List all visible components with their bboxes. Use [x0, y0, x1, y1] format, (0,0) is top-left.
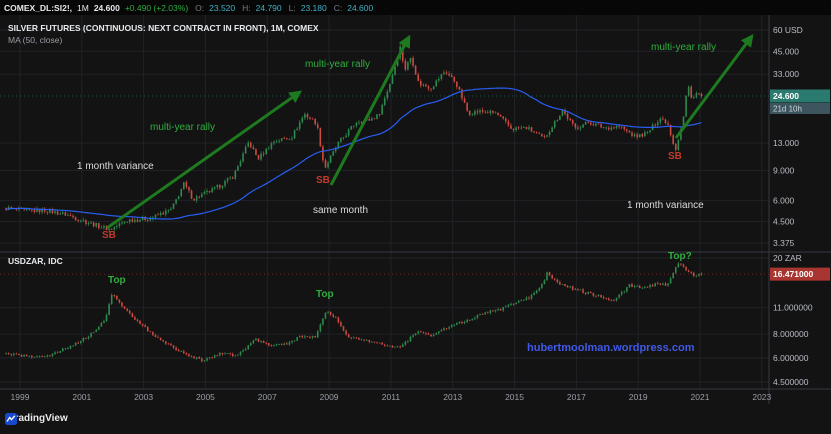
- usdzar-price-badge: 16.471000: [770, 267, 830, 281]
- svg-text:16.471000: 16.471000: [773, 269, 813, 279]
- price-change: +0.490 (+2.03%): [124, 2, 189, 13]
- symbol-name[interactable]: COMEX_DL:SI2!,: [4, 2, 73, 13]
- open-value: 23.520: [209, 2, 236, 13]
- annotation-sb-2[interactable]: SB: [316, 175, 330, 186]
- svg-text:2013: 2013: [443, 392, 462, 402]
- symbol-info-bar: COMEX_DL:SI2!, 1M 24.600 +0.490 (+2.03%)…: [0, 0, 831, 15]
- svg-text:4.500000: 4.500000: [773, 377, 809, 387]
- annotation-same-month[interactable]: same month: [313, 205, 369, 216]
- svg-text:6.000000: 6.000000: [773, 353, 809, 363]
- grid-lines: [0, 15, 769, 389]
- svg-text:2015: 2015: [505, 392, 524, 402]
- annotation-sb-1[interactable]: SB: [102, 230, 116, 241]
- annotation-top-1[interactable]: Top: [108, 275, 126, 286]
- svg-text:13.000: 13.000: [773, 138, 799, 148]
- silver-pane-legend: SILVER FUTURES (CONTINUOUS: NEXT CONTRAC…: [8, 22, 319, 46]
- trend-arrow-2[interactable]: [329, 34, 411, 186]
- silver-candles-series: [5, 44, 703, 233]
- pane1-title[interactable]: SILVER FUTURES (CONTINUOUS: NEXT CONTRAC…: [8, 23, 319, 33]
- open-label: O:: [195, 2, 205, 13]
- usdzar-pane-legend: USDZAR, IDC: [8, 255, 63, 267]
- annotation-variance-right[interactable]: 1 month variance: [627, 200, 704, 211]
- price-scale[interactable]: [769, 15, 831, 389]
- annotation-sb-3[interactable]: SB: [668, 151, 682, 162]
- annotation-top-3[interactable]: Top?: [668, 251, 692, 262]
- annotation-variance-left[interactable]: 1 month variance: [77, 161, 154, 172]
- usdzar-candles-series: [5, 261, 703, 363]
- svg-text:2007: 2007: [258, 392, 277, 402]
- ma-indicator-label[interactable]: MA (50, close): [8, 35, 63, 45]
- svg-text:21d 10h: 21d 10h: [773, 104, 802, 113]
- svg-text:2017: 2017: [567, 392, 586, 402]
- pane2-title[interactable]: USDZAR, IDC: [8, 256, 63, 266]
- svg-text:45.000: 45.000: [773, 46, 799, 56]
- low-label: L:: [288, 2, 296, 13]
- high-label: H:: [242, 2, 251, 13]
- annotation-rally-2[interactable]: multi-year rally: [305, 59, 371, 70]
- svg-text:2019: 2019: [629, 392, 648, 402]
- svg-text:2021: 2021: [691, 392, 710, 402]
- svg-text:11.000000: 11.000000: [773, 303, 813, 313]
- svg-text:2023: 2023: [752, 392, 771, 402]
- svg-text:1999: 1999: [11, 392, 30, 402]
- svg-text:4.500: 4.500: [773, 217, 795, 227]
- svg-text:2009: 2009: [320, 392, 339, 402]
- annotation-top-2[interactable]: Top: [316, 289, 334, 300]
- annotation-watermark-link[interactable]: hubertmoolman.wordpress.com: [527, 342, 695, 354]
- svg-text:2005: 2005: [196, 392, 215, 402]
- footer-bar: TradingView: [5, 413, 68, 425]
- price-axis-labels[interactable]: 60 USD 45.000 33.000 13.000 9.000 6.000 4.500 3…: [773, 25, 813, 387]
- svg-text:8.000000: 8.000000: [773, 329, 809, 339]
- svg-text:2001: 2001: [72, 392, 91, 402]
- trend-arrow-1[interactable]: [106, 90, 303, 230]
- svg-text:24.600: 24.600: [773, 91, 799, 101]
- time-scale[interactable]: 1999 2001 2003 2005 2007 2009 2011 2013 2015 2017…: [11, 392, 772, 402]
- low-value: 23.180: [300, 2, 327, 13]
- last-price: 24.600: [93, 2, 120, 13]
- svg-text:33.000: 33.000: [773, 69, 799, 79]
- close-label: C:: [333, 2, 343, 13]
- svg-text:2003: 2003: [134, 392, 153, 402]
- interval-label[interactable]: 1M: [77, 2, 89, 13]
- annotation-rally-3[interactable]: multi-year rally: [651, 42, 717, 53]
- trend-arrow-3[interactable]: [674, 33, 754, 139]
- close-value: 24.600: [347, 2, 374, 13]
- svg-text:60 USD: 60 USD: [773, 25, 803, 35]
- svg-text:20 ZAR: 20 ZAR: [773, 253, 802, 263]
- svg-text:2011: 2011: [382, 392, 401, 402]
- tradingview-brand[interactable]: TradingView: [9, 413, 68, 424]
- high-value: 24.790: [255, 2, 282, 13]
- silver-price-badge: 24.600: [770, 89, 830, 103]
- svg-text:6.000: 6.000: [773, 195, 795, 205]
- countdown-badge: 21d 10h: [770, 102, 830, 114]
- annotation-rally-1[interactable]: multi-year rally: [150, 122, 216, 133]
- svg-text:9.000: 9.000: [773, 165, 795, 175]
- svg-text:3.375: 3.375: [773, 238, 795, 248]
